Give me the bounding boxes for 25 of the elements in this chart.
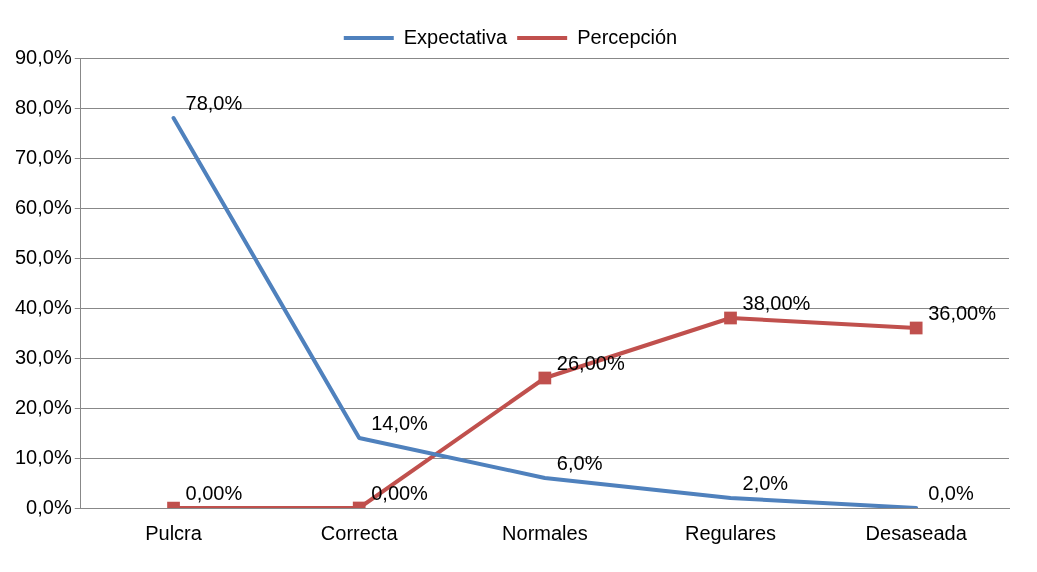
x-tick-label: Desaseada [865, 521, 968, 544]
data-label: 36,00% [928, 301, 997, 324]
data-label: 2,0% [742, 471, 789, 494]
y-tick-label: 80,0% [14, 95, 72, 118]
y-tick-label: 0,0% [26, 495, 72, 518]
data-label: 14,0% [371, 411, 429, 434]
data-label: 78,0% [185, 91, 243, 114]
y-tick-label: 70,0% [14, 145, 72, 168]
y-tick-label: 30,0% [14, 345, 72, 368]
data-label: 0,00% [185, 481, 243, 504]
x-tick-label: Normales [502, 521, 588, 544]
legend-label: Expectativa [403, 25, 509, 48]
x-tick-label: Regulares [684, 521, 777, 544]
data-label: 6,0% [556, 451, 603, 474]
data-label: 0,0% [928, 481, 974, 504]
y-tick-label: 20,0% [14, 395, 72, 418]
x-tick-label: Correcta [320, 521, 399, 544]
legend-label: Percepción [577, 25, 678, 48]
x-tick-label: Pulcra [145, 521, 203, 544]
y-tick-label: 60,0% [14, 195, 72, 218]
y-tick-label: 10,0% [14, 445, 72, 468]
data-label: 38,00% [742, 291, 811, 314]
y-tick-label: 40,0% [14, 295, 72, 318]
y-tick-label: 90,0% [14, 45, 72, 68]
y-tick-label: 50,0% [14, 245, 72, 268]
